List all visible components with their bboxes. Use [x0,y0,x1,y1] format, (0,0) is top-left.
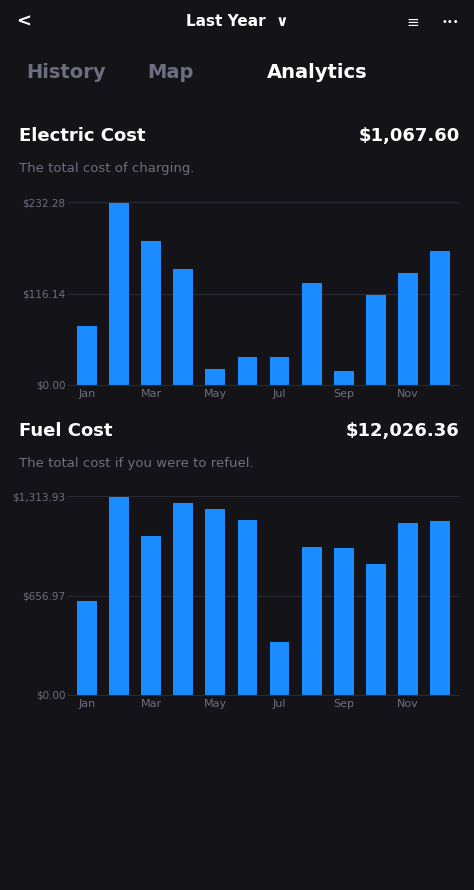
Text: ≡: ≡ [406,14,419,29]
Bar [366,295,386,385]
Bar [109,497,129,695]
Bar [237,358,257,385]
Bar [430,251,450,385]
Bar [398,272,418,385]
Text: Electric Cost: Electric Cost [19,126,146,144]
Bar [334,547,354,695]
Text: Analytics: Analytics [267,63,368,83]
Bar [270,642,290,695]
Text: Fuel Cost: Fuel Cost [19,422,112,440]
Text: Last Year  ∨: Last Year ∨ [186,14,288,29]
Bar [109,203,129,385]
Text: The total cost of charging.: The total cost of charging. [19,162,194,175]
Bar [430,522,450,695]
Text: History: History [27,63,106,83]
Bar [173,503,193,695]
Bar [77,602,97,695]
Text: $1,067.60: $1,067.60 [358,126,460,144]
Text: $12,026.36: $12,026.36 [346,422,460,440]
Bar [173,269,193,385]
Bar [270,358,290,385]
Text: •••: ••• [441,17,459,27]
Bar [77,326,97,385]
Text: <: < [16,13,31,31]
Bar [237,520,257,695]
Bar [398,522,418,695]
Bar [206,369,225,385]
Bar [301,547,321,695]
Bar [334,371,354,385]
Bar [141,537,161,695]
Text: The total cost if you were to refuel.: The total cost if you were to refuel. [19,457,254,470]
Bar [141,241,161,385]
Bar [366,563,386,695]
Bar [301,283,321,385]
Text: Map: Map [147,63,194,83]
Bar [206,509,225,695]
